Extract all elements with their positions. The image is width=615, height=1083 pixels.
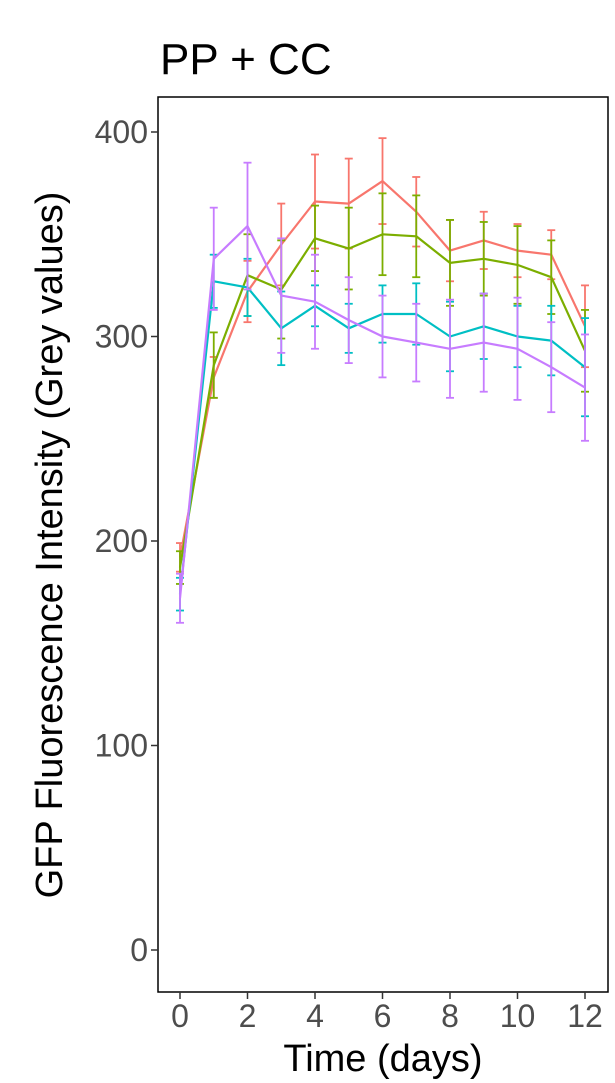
y-tick-label: 300 [95,319,148,355]
x-tick-label: 12 [567,998,603,1034]
axis-ticks: 0 100 200 300 400 0 2 4 6 8 10 12 [95,114,603,1034]
series-layer [176,137,589,624]
series-line [178,225,586,599]
series-line [178,233,587,568]
y-tick-label: 200 [95,523,148,559]
x-tick-label: 0 [171,998,189,1034]
x-tick-label: 10 [500,998,536,1034]
y-tick-label: 0 [130,932,148,968]
x-axis-title: Time (days) [283,1038,482,1080]
x-tick-label: 4 [306,998,324,1034]
y-tick-label: 100 [95,728,148,764]
x-tick-label: 6 [374,998,392,1034]
chart-title: PP + CC [160,35,332,84]
y-tick-label: 400 [95,114,148,150]
y-axis-title: GFP Fluorescence Intensity (Grey values) [29,192,71,899]
x-tick-label: 8 [441,998,459,1034]
x-tick-label: 2 [239,998,257,1034]
series-4 [176,161,589,624]
